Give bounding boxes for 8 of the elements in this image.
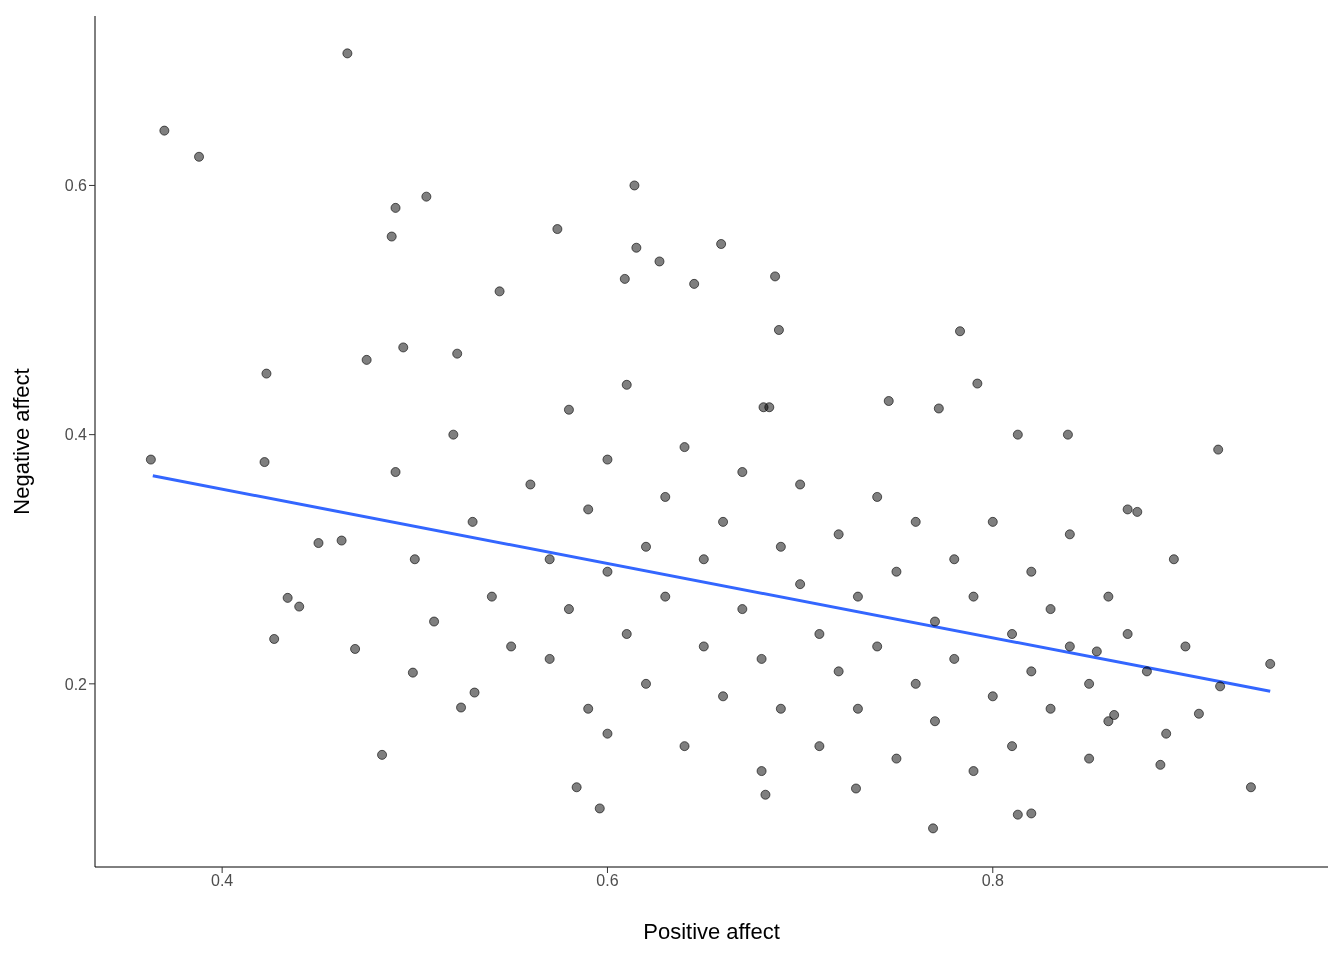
y-tick-label: 0.2 [64, 675, 88, 693]
y-axis-title: Negative affect [8, 368, 34, 515]
x-axis-title: Positive affect [643, 919, 780, 944]
x-tick-label: 0.6 [596, 872, 619, 890]
x-tick-label: 0.4 [211, 872, 234, 890]
x-tick-label: 0.8 [981, 872, 1004, 890]
y-tick-label: 0.4 [64, 426, 88, 444]
y-tick-label: 0.6 [64, 177, 88, 195]
